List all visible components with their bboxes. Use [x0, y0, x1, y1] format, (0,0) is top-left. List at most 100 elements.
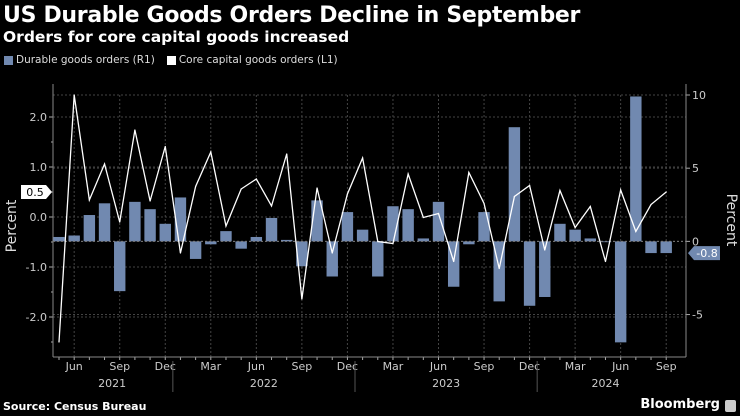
legend-item-core: Core capital goods orders (L1) — [166, 54, 338, 66]
line-point — [270, 205, 273, 207]
legend: Durable goods orders (R1) Core capital g… — [4, 54, 338, 66]
bar-durable-goods — [159, 223, 171, 242]
bar-durable-goods — [447, 241, 460, 287]
line-point — [407, 173, 409, 175]
bar-durable-goods — [660, 241, 672, 254]
bar-durable-goods — [508, 127, 521, 242]
line-point — [164, 145, 166, 148]
x-tick-label: Dec — [155, 360, 176, 373]
x-tick-label: Mar — [565, 360, 586, 373]
bar-durable-goods — [53, 236, 65, 242]
bar-durable-goods — [205, 241, 217, 245]
line-point — [574, 226, 576, 229]
year-label: 2022 — [250, 377, 278, 390]
x-tick-label: Jun — [65, 360, 83, 373]
bar-durable-goods — [341, 212, 354, 242]
x-tick-label: Mar — [383, 360, 404, 373]
year-label: 2024 — [591, 377, 619, 390]
bar-durable-goods — [387, 206, 399, 242]
last-value-label-right: -0.8 — [696, 247, 717, 260]
bar-durable-goods — [584, 238, 596, 242]
chart-title: US Durable Goods Orders Decline in Septe… — [3, 3, 581, 28]
x-tick-label: Jun — [247, 360, 265, 373]
legend-swatch-core — [166, 55, 176, 65]
bar-durable-goods — [114, 241, 126, 292]
bar-durable-goods — [554, 223, 566, 242]
left-axis-title: Percent — [4, 199, 20, 252]
line-point — [240, 188, 242, 190]
x-tick-label: Sep — [474, 360, 495, 373]
line-point — [468, 171, 470, 174]
line-point — [377, 240, 379, 243]
left-tick-label: 0.0 — [30, 211, 48, 224]
line-point — [559, 189, 561, 192]
line-point — [483, 202, 485, 205]
bar-durable-goods — [478, 212, 490, 242]
line-point — [513, 195, 516, 198]
right-axis-title: Percent — [723, 194, 739, 247]
bar-durable-goods — [129, 201, 141, 242]
right-tick-label: 0 — [692, 235, 699, 248]
line-point — [88, 199, 90, 201]
bar-durable-goods — [356, 229, 369, 242]
line-point — [316, 187, 318, 189]
bar-durable-goods — [296, 241, 308, 267]
line-point — [179, 252, 182, 254]
year-label: 2021 — [98, 377, 126, 390]
bar-durable-goods — [539, 241, 551, 297]
line-point — [331, 252, 333, 254]
right-tick-label: 5 — [692, 162, 699, 175]
bar-durable-goods — [68, 235, 80, 242]
line-point — [362, 157, 364, 159]
line-point — [195, 185, 197, 188]
legend-swatch-durable — [4, 55, 13, 65]
bar-durable-goods — [523, 241, 536, 306]
left-tick-label: 1.0 — [30, 161, 48, 174]
bar-durable-goods — [250, 236, 263, 242]
bar-durable-goods — [189, 241, 202, 259]
line-point — [103, 163, 106, 165]
line-point — [119, 221, 121, 223]
bar-durable-goods — [281, 239, 293, 242]
bar-durable-goods — [630, 96, 642, 242]
line-point — [453, 260, 455, 263]
x-tick-label: Dec — [337, 360, 358, 373]
bar-durable-goods — [174, 197, 187, 242]
bar-durable-goods — [220, 231, 232, 242]
x-tick-label: Mar — [200, 360, 221, 373]
last-value-label-left: 0.5 — [26, 186, 44, 199]
bar-durable-goods — [311, 200, 323, 242]
bar-durable-goods — [614, 241, 627, 343]
line-point — [210, 151, 212, 153]
left-tick-label: -1.0 — [26, 261, 47, 274]
x-tick-label: Sep — [656, 360, 677, 373]
bar-durable-goods — [417, 238, 430, 242]
right-tick-label: -5 — [692, 309, 703, 322]
line-point — [589, 205, 591, 208]
bar-durable-goods — [432, 201, 445, 242]
left-tick-label: -2.0 — [26, 311, 47, 324]
line-point — [422, 216, 424, 219]
line-point — [498, 267, 500, 270]
bar-durable-goods — [326, 241, 338, 277]
line-point — [437, 212, 440, 215]
bloomberg-terminal-icon — [725, 400, 736, 412]
line-point — [528, 184, 531, 187]
bar-durable-goods — [569, 229, 581, 242]
line-point — [544, 249, 546, 251]
bloomberg-logo: Bloomberg — [640, 397, 720, 412]
line-point — [286, 153, 288, 155]
x-tick-label: Sep — [109, 360, 130, 373]
bar-durable-goods — [235, 241, 247, 249]
line-point — [635, 230, 637, 233]
year-label: 2023 — [432, 377, 460, 390]
chart-subtitle: Orders for core capital goods increased — [3, 28, 350, 46]
bar-durable-goods — [402, 209, 414, 242]
source-note: Source: Census Bureau — [3, 400, 147, 413]
x-tick-label: Jun — [611, 360, 629, 373]
line-point — [301, 298, 303, 300]
right-tick-label: 10 — [692, 89, 706, 102]
line-point — [620, 189, 622, 191]
bar-durable-goods — [144, 209, 156, 242]
